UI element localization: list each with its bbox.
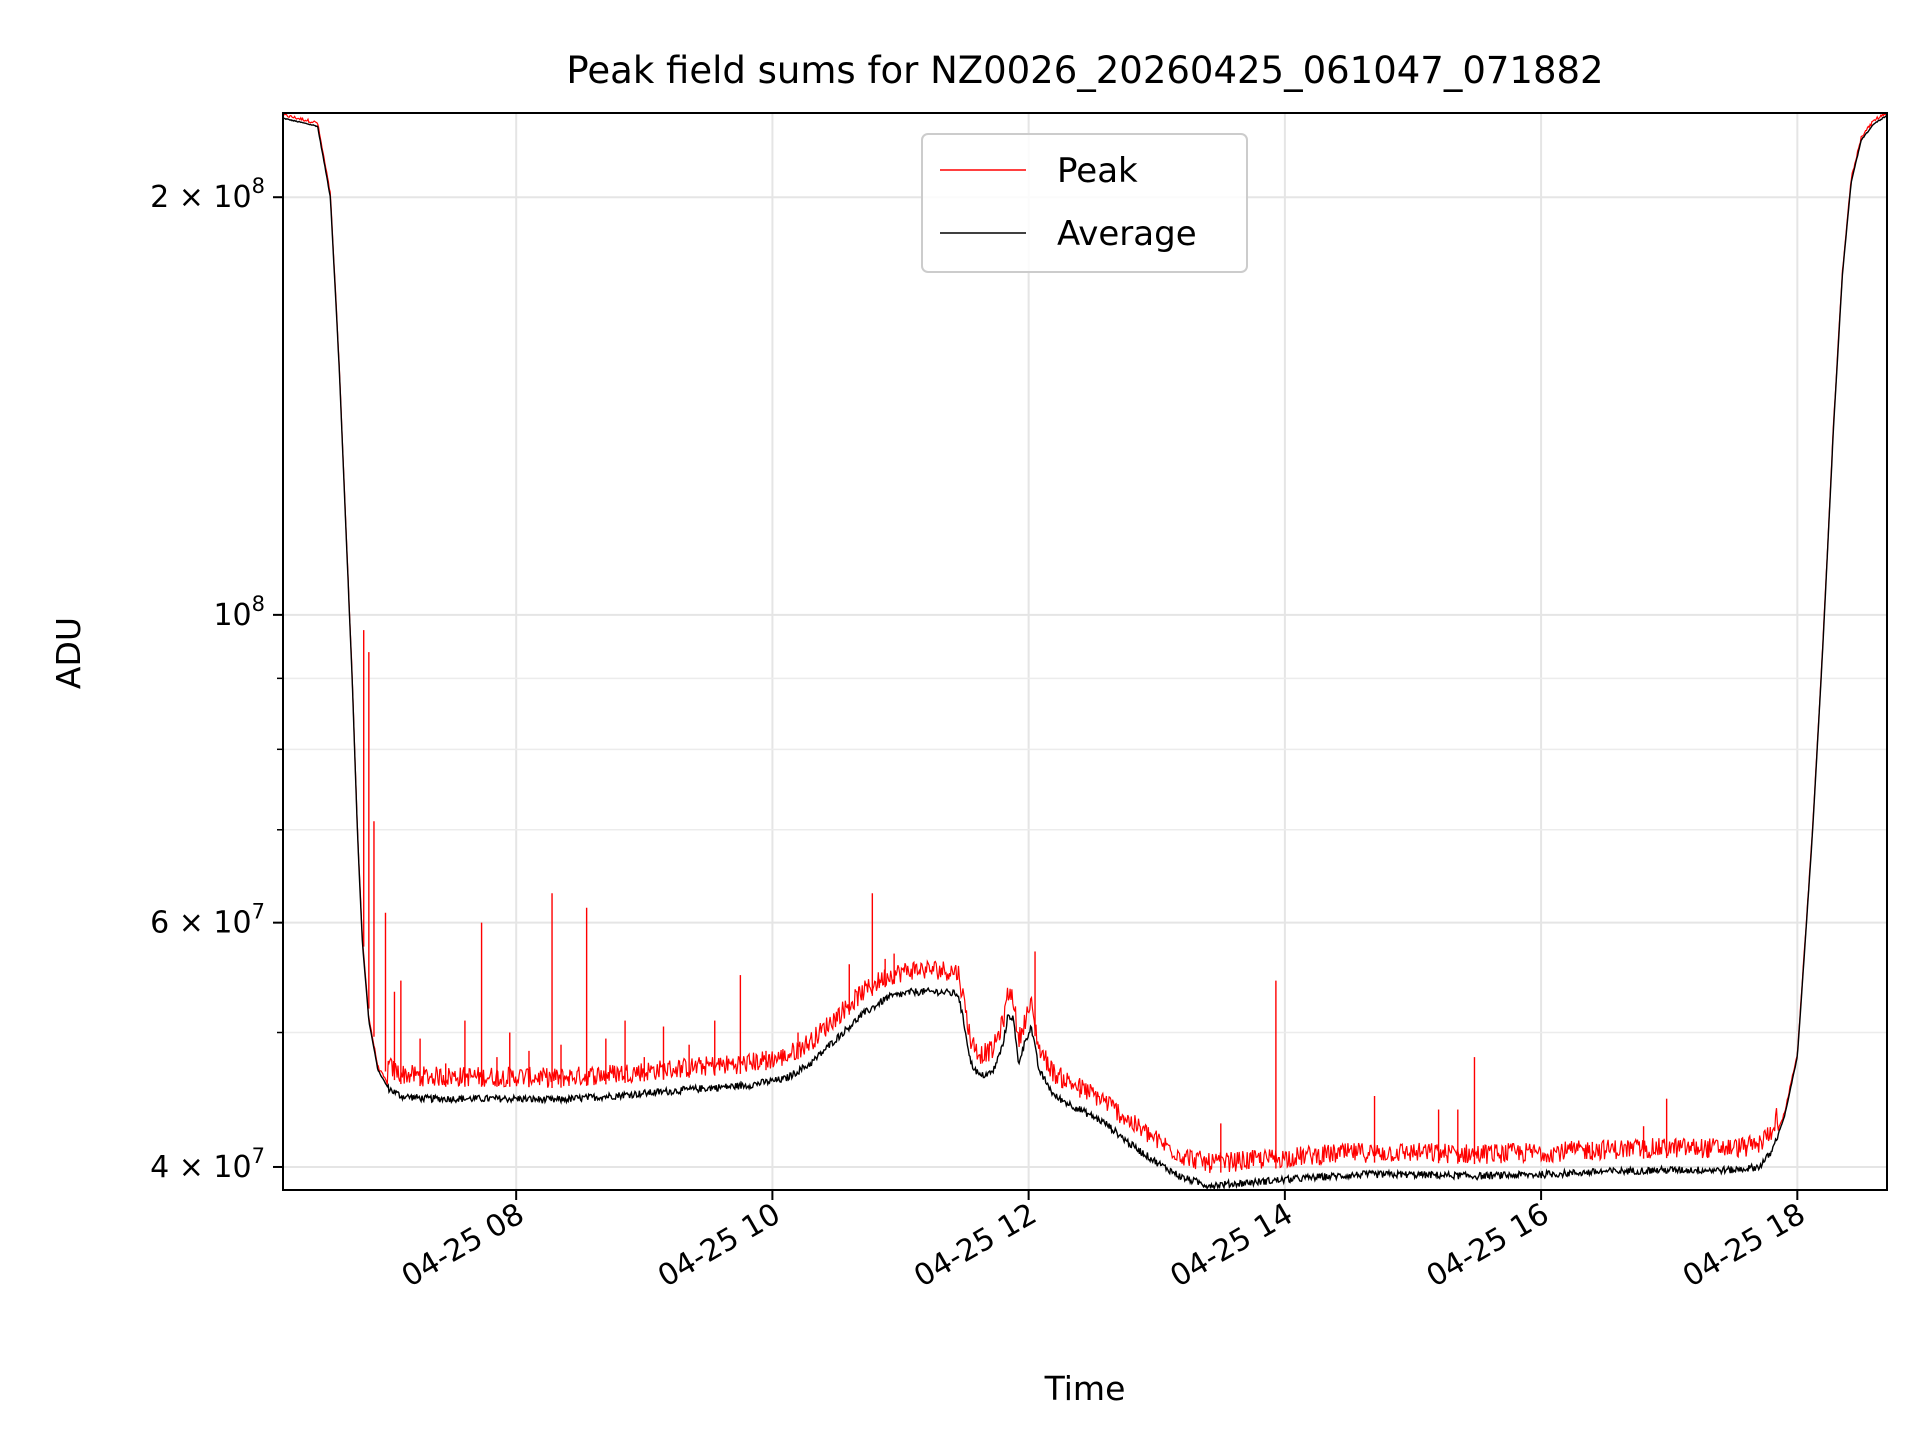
chart-title: Peak field sums for NZ0026_20260425_0610… [566,49,1603,92]
plot-frame [282,112,1888,1191]
y-tick-label: 4 × 107 [150,1144,265,1185]
legend: Peak Average [921,133,1248,273]
legend-average-label: Average [1057,214,1197,254]
average-series-line [283,114,1887,1190]
peak-series-line [283,113,1887,1174]
y-axis: 4 × 107 6 × 107 108 2 × 108 [150,174,283,1185]
y-tick-label: 6 × 107 [150,900,265,941]
x-axis-label: Time [1044,1369,1126,1408]
y-tick-label: 108 [213,592,265,633]
plot-area [283,113,1887,1190]
legend-box [921,133,1248,273]
y-axis-label: ADU [49,617,88,689]
legend-peak-label: Peak [1057,151,1138,191]
y-tick-label: 2 × 108 [150,174,265,215]
peak-series-spikes [363,630,1747,1173]
